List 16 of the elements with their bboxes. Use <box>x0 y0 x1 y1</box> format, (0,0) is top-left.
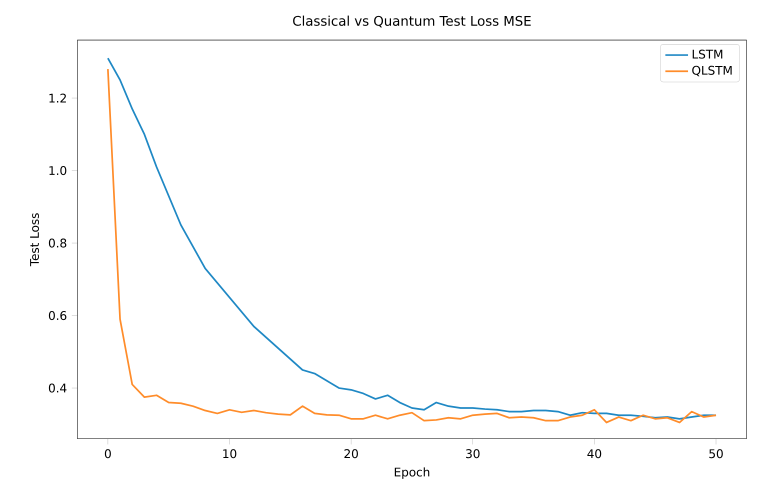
y-axis-title: Test Loss <box>30 213 39 266</box>
chart-title: Classical vs Quantum Test Loss MSE <box>293 16 531 28</box>
y-tick-label: 1.2 <box>49 94 66 102</box>
y-tick-label: 0.8 <box>48 238 66 248</box>
x-tick-label: 0 <box>104 449 111 458</box>
legend-label: QLSTM <box>692 66 732 76</box>
y-tick-label: 1.0 <box>49 166 66 176</box>
y-tick-label: 0.6 <box>48 311 66 320</box>
legend-label: LSTM <box>692 50 722 59</box>
x-tick-label: 10 <box>223 449 236 458</box>
x-tick-label: 50 <box>709 449 723 458</box>
x-axis-title: Epoch <box>394 467 430 479</box>
x-tick-label: 20 <box>344 449 358 458</box>
y-tick-label: 0.4 <box>48 384 66 393</box>
x-tick-label: 40 <box>587 449 602 458</box>
x-tick-label: 30 <box>466 449 480 458</box>
